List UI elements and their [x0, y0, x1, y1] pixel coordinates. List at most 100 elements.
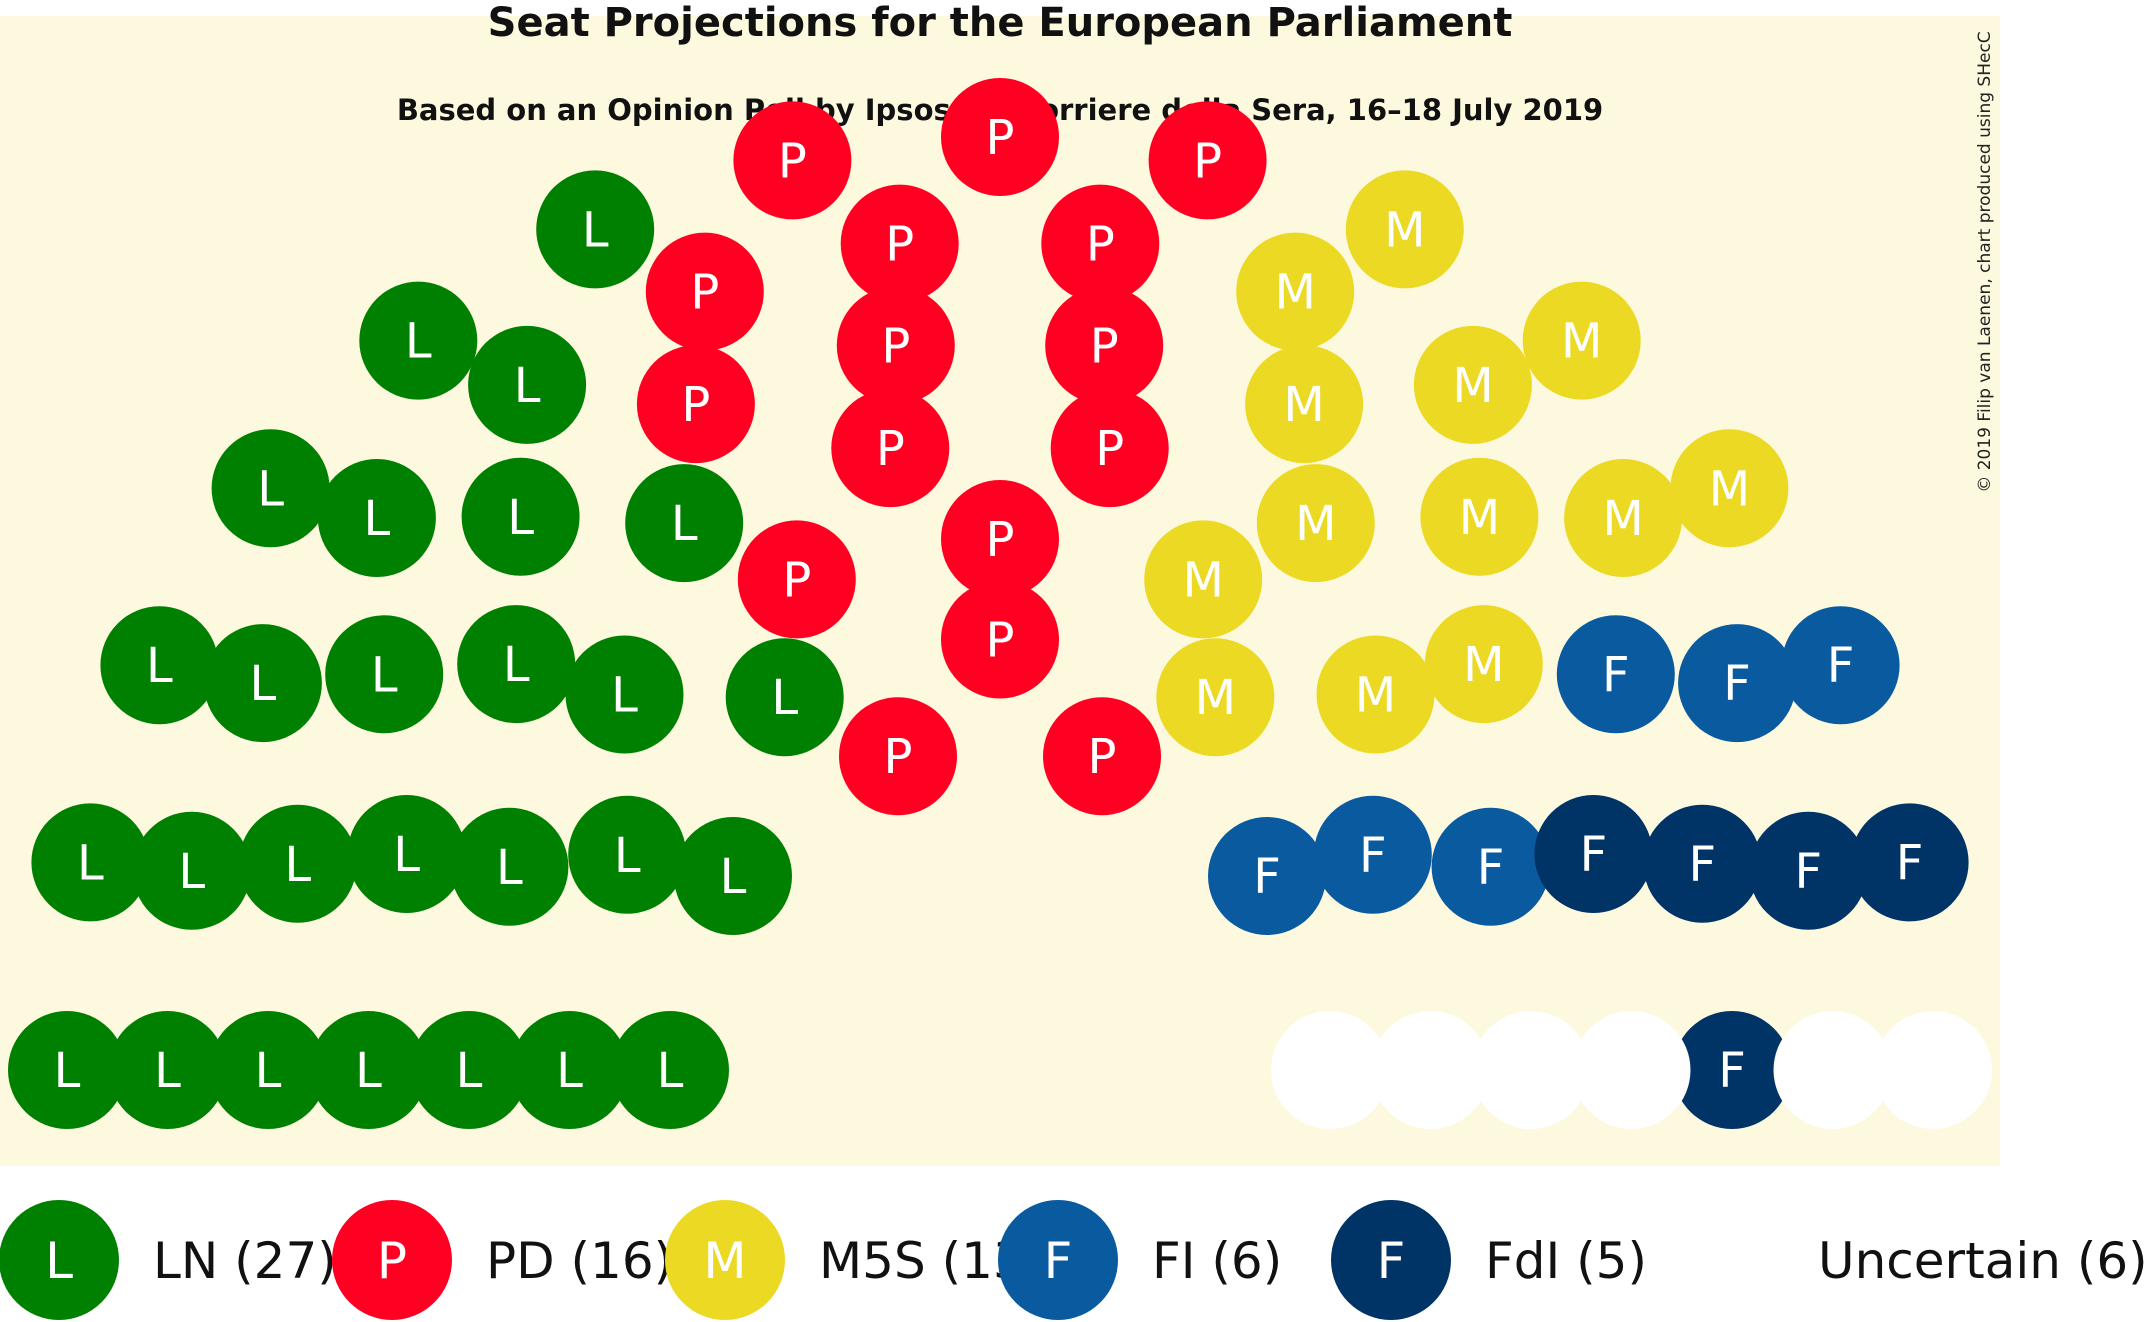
seat-uncertain: [1874, 1011, 1992, 1129]
seat-dot: [1256, 464, 1375, 583]
seat-dot: [325, 615, 444, 734]
seat-letter: L: [611, 668, 638, 724]
seat-dot: [1472, 1011, 1590, 1129]
seat-letter: L: [371, 647, 398, 703]
seat-letter: P: [681, 377, 710, 433]
seat-uncertain: [1472, 1011, 1590, 1129]
seat-fdi: F: [1643, 804, 1762, 923]
seat-letter: P: [778, 133, 807, 189]
seat-letter: F: [1896, 835, 1924, 891]
seat-letter: P: [1088, 729, 1117, 785]
seat-letter: P: [782, 552, 811, 608]
seat-pd: P: [737, 520, 856, 639]
seat-ln: L: [565, 635, 684, 754]
legend-letter: P: [377, 1232, 407, 1290]
legend-swatch: [1664, 1200, 1784, 1320]
legend-item-m5s: M M5S (13): [665, 1200, 1044, 1320]
seat-letter: L: [496, 840, 523, 896]
seat-letter: M: [1283, 377, 1324, 433]
seat-dot: [1564, 459, 1683, 577]
legend-item-fi: F FI (6): [998, 1200, 1282, 1320]
seat-dot: [457, 605, 576, 724]
seat-letter: M: [1195, 670, 1236, 726]
seat-letter: L: [284, 837, 311, 893]
seat-uncertain: [1271, 1011, 1389, 1129]
seat-letter: P: [690, 265, 719, 321]
seat-ln: L: [108, 1011, 227, 1129]
seat-letter: L: [257, 461, 284, 517]
seat-dot: [1420, 457, 1539, 576]
seat-dot: [1371, 1011, 1490, 1129]
seat-ln: L: [450, 807, 569, 926]
legend-item-pd: P PD (16): [332, 1200, 673, 1320]
seat-letter: L: [720, 849, 747, 905]
seat-pd: P: [645, 232, 764, 351]
legend-swatch: [0, 1200, 119, 1320]
seat-dot: [1245, 345, 1364, 464]
seat-dot: [410, 1011, 528, 1129]
seat-fi: F: [1313, 795, 1432, 914]
seat-letter: F: [1718, 1043, 1746, 1099]
seat-letter: M: [1182, 552, 1223, 608]
seat-uncertain: [1773, 1011, 1892, 1129]
seat-dot: [209, 1011, 327, 1129]
seat-ln: L: [359, 281, 478, 400]
seat-letter: L: [255, 1043, 282, 1099]
seat-letter: L: [405, 314, 432, 370]
chart-credit: © 2019 Filip van Laenen, chart produced …: [1975, 31, 1995, 492]
seat-m5s: M: [1256, 464, 1375, 583]
seat-letter: L: [393, 827, 420, 883]
seat-dot: [1043, 697, 1161, 816]
seat-letter: L: [250, 656, 277, 712]
seat-m5s: M: [1345, 170, 1464, 289]
seat-dot: [840, 184, 959, 303]
seat-ln: L: [674, 817, 792, 935]
seat-dot: [568, 795, 687, 914]
seat-dot: [645, 232, 764, 351]
legend: L LN (27) P PD (16) M M5S (13) F FI (6) F FdI (5)…: [0, 1200, 2148, 1320]
seat-dot: [1045, 286, 1164, 405]
seat-dot: [737, 520, 856, 639]
seat-dot: [1534, 795, 1653, 913]
seat-dot: [625, 464, 744, 583]
seat-letter: F: [1794, 844, 1822, 900]
seat-fi: F: [1208, 817, 1326, 935]
legend-label: PD (16): [486, 1232, 673, 1290]
seat-ln: L: [309, 1011, 428, 1129]
seat-dot: [1556, 615, 1675, 734]
seat-letter: P: [1086, 217, 1115, 273]
seat-letter: P: [884, 729, 913, 785]
seat-dot: [1670, 429, 1789, 548]
legend-letter: M: [703, 1232, 746, 1290]
seat-letter: M: [1463, 637, 1504, 693]
chart-title: Seat Projections for the European Parlia…: [488, 0, 1513, 46]
seat-ln: L: [568, 795, 687, 914]
seat-letter: M: [1709, 461, 1750, 517]
legend-item-fdi: F FdI (5): [1331, 1200, 1647, 1320]
seat-letter: F: [1827, 638, 1855, 694]
seat-letter: F: [1359, 828, 1387, 884]
seat-letter: M: [1459, 490, 1500, 546]
seat-uncertain: [1572, 1011, 1691, 1129]
seat-pd: P: [1050, 389, 1169, 508]
seat-ln: L: [325, 615, 444, 734]
seat-letter: L: [178, 844, 205, 900]
seat-letter: P: [986, 512, 1015, 568]
seat-m5s: M: [1156, 638, 1275, 757]
seat-dot: [1431, 807, 1550, 926]
seat-dot: [941, 78, 1059, 196]
seat-fi: F: [1678, 624, 1797, 743]
seat-dot: [1156, 638, 1275, 757]
legend-letter: F: [1044, 1232, 1073, 1290]
seat-m5s: M: [1670, 429, 1789, 548]
seat-ln: L: [317, 459, 436, 577]
legend-swatch: [1331, 1200, 1451, 1320]
seat-dot: [347, 795, 466, 913]
seat-dot: [1850, 803, 1969, 922]
seat-dot: [1313, 795, 1432, 914]
seat-ln: L: [410, 1011, 528, 1129]
seat-dot: [1316, 635, 1435, 754]
seat-dot: [450, 807, 569, 926]
